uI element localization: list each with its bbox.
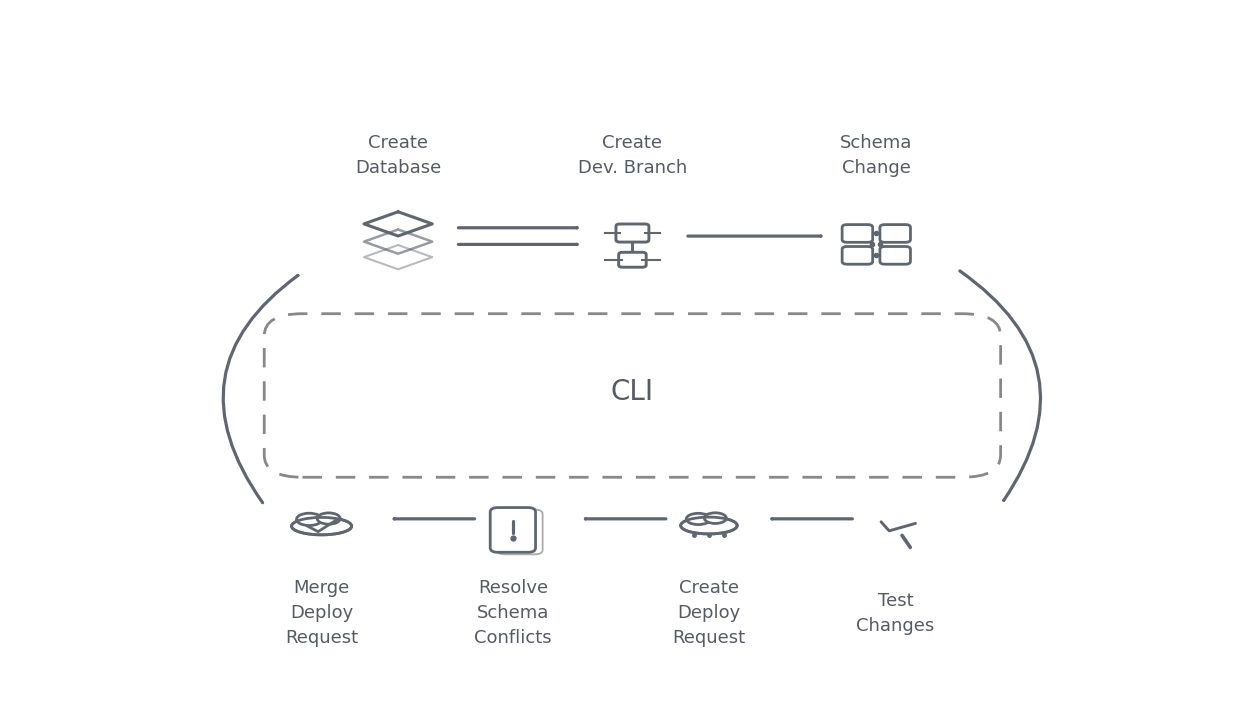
- FancyBboxPatch shape: [616, 224, 649, 242]
- FancyArrowPatch shape: [223, 276, 297, 503]
- Text: CLI: CLI: [611, 379, 654, 406]
- Ellipse shape: [686, 513, 711, 525]
- Text: Test
Changes: Test Changes: [856, 592, 934, 634]
- FancyArrowPatch shape: [960, 271, 1040, 500]
- Ellipse shape: [296, 513, 322, 526]
- Text: Create
Dev. Branch: Create Dev. Branch: [578, 134, 687, 177]
- FancyBboxPatch shape: [618, 252, 647, 267]
- Text: Resolve
Schema
Conflicts: Resolve Schema Conflicts: [474, 579, 552, 647]
- Text: Merge
Deploy
Request: Merge Deploy Request: [285, 579, 358, 647]
- Text: Create
Deploy
Request: Create Deploy Request: [673, 579, 745, 647]
- Ellipse shape: [705, 513, 727, 523]
- Text: Create
Database: Create Database: [355, 134, 442, 177]
- Text: Schema
Change: Schema Change: [840, 134, 912, 177]
- Ellipse shape: [317, 513, 341, 524]
- FancyBboxPatch shape: [490, 508, 536, 552]
